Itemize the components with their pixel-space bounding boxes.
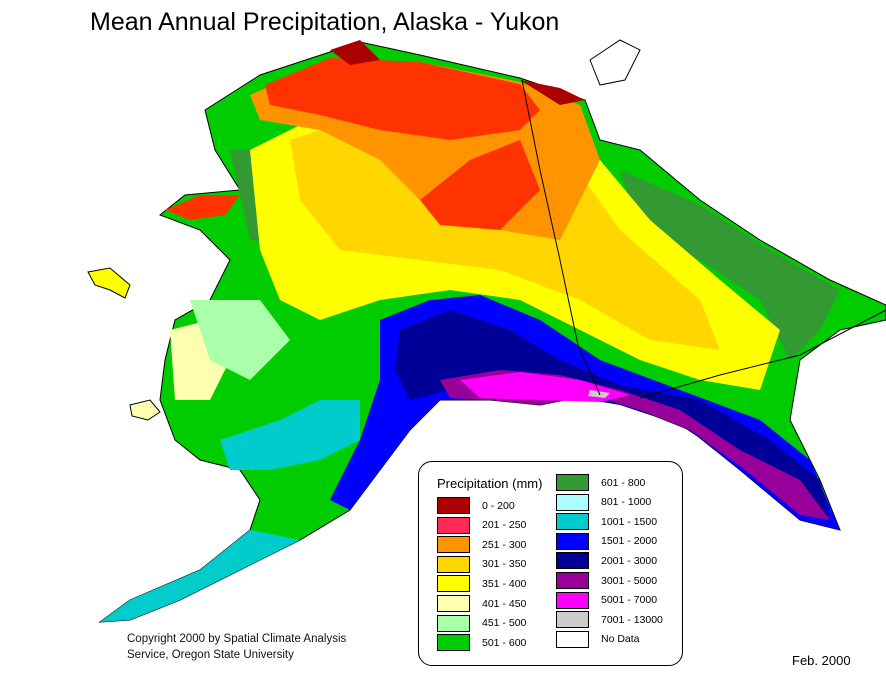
legend-item: 301 - 350 xyxy=(437,555,527,573)
legend-swatch xyxy=(556,591,589,609)
zone-7001-13000 xyxy=(588,390,610,398)
st-lawrence-island xyxy=(87,267,131,299)
legend-label: 251 - 300 xyxy=(482,538,527,551)
legend-item: 401 - 450 xyxy=(437,595,526,612)
legend-item: No Data xyxy=(556,630,640,648)
legend-item: 251 - 300 xyxy=(437,536,527,554)
legend-item: 1501 - 2000 xyxy=(556,532,658,550)
legend-label: 401 - 450 xyxy=(482,597,527,610)
legend-swatch xyxy=(556,493,589,511)
legend-swatch xyxy=(556,630,589,648)
legend-swatch xyxy=(556,611,589,629)
legend-label: 501 - 600 xyxy=(482,636,527,649)
legend-swatch xyxy=(556,532,589,550)
zone-5001-7000 xyxy=(460,372,630,402)
legend-item: 801 - 1000 xyxy=(556,493,652,511)
legend-swatch xyxy=(556,552,589,570)
legend-swatch xyxy=(437,497,470,514)
zone-1001-1500 xyxy=(220,400,360,470)
yukon-bc-border xyxy=(639,309,886,399)
legend-swatch xyxy=(437,536,470,554)
map-date: Feb. 2000 xyxy=(792,653,851,668)
legend-swatch xyxy=(437,555,470,573)
legend-label: 201 - 250 xyxy=(482,519,527,532)
zone-0-200-north xyxy=(265,58,540,140)
legend-item: 3001 - 5000 xyxy=(556,572,657,589)
zone-0-200 xyxy=(520,80,585,105)
legend-swatch xyxy=(556,474,589,491)
legend-label: No Data xyxy=(601,633,640,646)
legend-title: Precipitation (mm) xyxy=(437,476,543,491)
legend-swatch xyxy=(437,595,470,612)
legend-item: 1001 - 1500 xyxy=(556,513,658,531)
legend-label: 801 - 1000 xyxy=(601,496,652,509)
legend-label: 601 - 800 xyxy=(601,476,646,489)
zone-2001-3000 xyxy=(395,310,830,520)
nunivak-island xyxy=(129,399,161,421)
alaska-yukon-border xyxy=(521,79,601,396)
copyright-line-1: Copyright 2000 by Spatial Climate Analys… xyxy=(127,633,347,645)
zone-0-200 xyxy=(330,40,380,65)
legend-label: 5001 - 7000 xyxy=(601,594,658,607)
legend-swatch xyxy=(437,614,470,632)
legend-label: 301 - 350 xyxy=(482,558,527,571)
legend-swatch xyxy=(556,572,589,589)
legend-item: 2001 - 3000 xyxy=(556,552,658,570)
legend-label: 351 - 400 xyxy=(482,577,527,590)
legend-swatch xyxy=(437,634,470,652)
copyright-line-2: Service, Oregon State University xyxy=(127,649,294,661)
legend-label: 2001 - 3000 xyxy=(601,554,658,567)
legend-item: 501 - 600 xyxy=(437,634,527,652)
arctic-islands xyxy=(589,39,641,86)
legend-item: 201 - 250 xyxy=(437,516,527,534)
legend-label: 0 - 200 xyxy=(482,499,515,512)
legend-item: 5001 - 7000 xyxy=(556,591,658,609)
zone-601-800 xyxy=(620,170,840,360)
legend-swatch xyxy=(556,513,589,531)
legend-item: 451 - 500 xyxy=(437,614,527,632)
legend-label: 1001 - 1500 xyxy=(601,515,658,528)
legend-swatch xyxy=(437,575,470,593)
legend-swatch xyxy=(437,516,470,534)
legend: Precipitation (mm) 0 - 200 201 - 250 251 -… xyxy=(418,461,683,666)
map-title: Mean Annual Precipitation, Alaska - Yuko… xyxy=(90,8,560,36)
zone-interior-dry xyxy=(420,140,540,230)
legend-label: 3001 - 5000 xyxy=(601,574,658,587)
legend-item: 601 - 800 xyxy=(556,474,645,491)
legend-label: 1501 - 2000 xyxy=(601,535,658,548)
legend-item: 7001 - 13000 xyxy=(556,611,663,629)
zone-peninsula xyxy=(100,530,300,622)
legend-item: 351 - 400 xyxy=(437,575,527,593)
zone-seward xyxy=(165,195,240,220)
legend-item: 0 - 200 xyxy=(437,497,515,514)
legend-label: 451 - 500 xyxy=(482,617,527,630)
copyright-notice: Copyright 2000 by Spatial Climate Analys… xyxy=(127,631,346,663)
zone-451-500 xyxy=(190,300,290,380)
legend-label: 7001 - 13000 xyxy=(601,613,663,626)
